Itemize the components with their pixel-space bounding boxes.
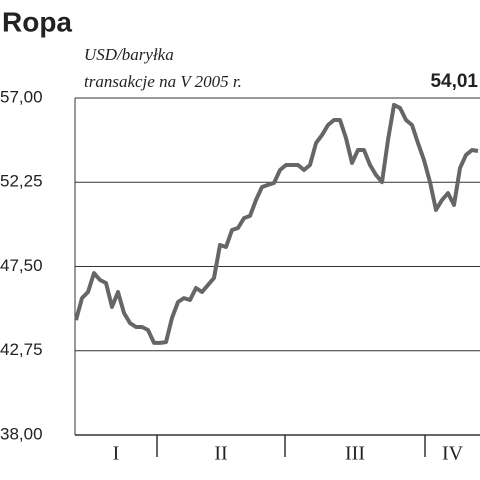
x-tick-label: IV — [442, 443, 464, 465]
x-tick-label: III — [345, 443, 365, 465]
y-tick-label: 42,75 — [0, 340, 43, 359]
y-tick-label: 57,00 — [0, 87, 43, 106]
chart-title: Ropa — [2, 6, 72, 37]
x-tick-label: I — [113, 443, 120, 465]
y-tick-label: 38,00 — [0, 424, 43, 443]
subtitle: transakcje na V 2005 r. — [84, 72, 242, 91]
price-line — [74, 102, 479, 345]
y-tick-label: 52,25 — [0, 172, 43, 191]
last-value: 54,01 — [430, 71, 478, 92]
y-tick-label: 47,50 — [0, 256, 43, 275]
x-tick-label: II — [214, 443, 227, 465]
subtitle: USD/baryłka — [84, 45, 174, 64]
